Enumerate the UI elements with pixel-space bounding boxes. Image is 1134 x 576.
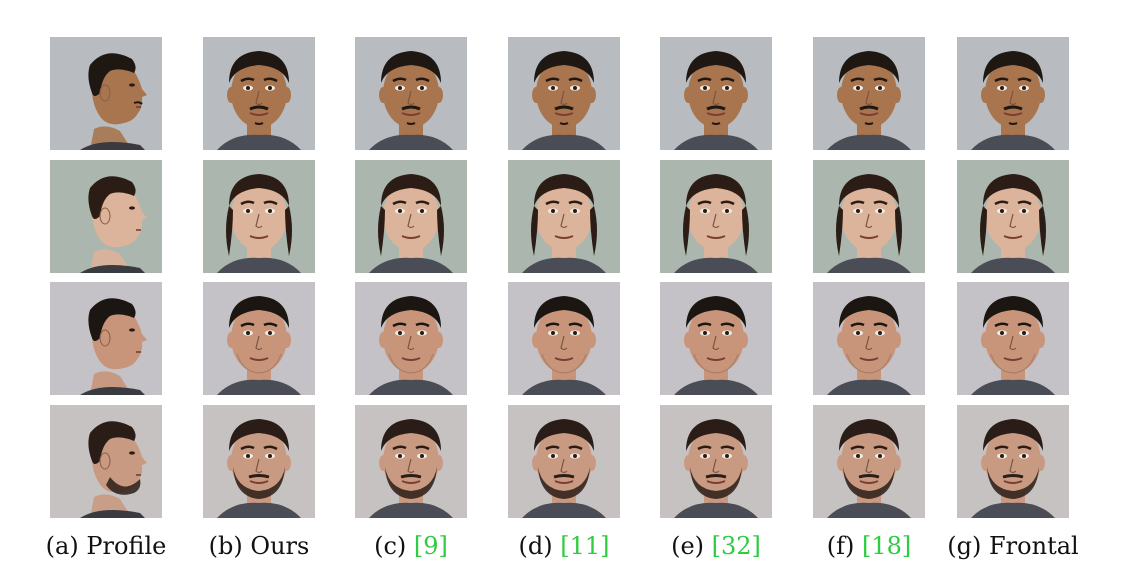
face-image-b-row-1 (203, 37, 315, 150)
face-image-g-row-2 (957, 160, 1069, 273)
face-image-f-row-2 (813, 160, 925, 273)
face-image-a-row-4 (50, 405, 162, 518)
face-image-f-row-1 (813, 37, 925, 150)
face-image-b-row-2 (203, 160, 315, 273)
caption-c: (c) [9] (374, 528, 448, 564)
caption-letter: (a) (45, 532, 79, 560)
face-image-d-row-2 (508, 160, 620, 273)
caption-e: (e) [32] (671, 528, 761, 564)
caption-f: (f) [18] (827, 528, 912, 564)
face-image-e-row-2 (660, 160, 772, 273)
face-image-g-row-4 (957, 405, 1069, 518)
face-image-f-row-3 (813, 282, 925, 395)
face-image-f-row-4 (813, 405, 925, 518)
face-image-d-row-3 (508, 282, 620, 395)
caption-letter: (f) (826, 532, 855, 560)
caption-b: (b) Ours (209, 528, 310, 564)
caption-letter: (c) (374, 532, 407, 560)
face-image-c-row-4 (355, 405, 467, 518)
caption-method-name: Ours (250, 532, 310, 560)
caption-a: (a) Profile (46, 528, 167, 564)
face-image-a-row-1 (50, 37, 162, 150)
caption-letter: (b) (208, 532, 243, 560)
caption-letter: (d) (518, 532, 553, 560)
face-image-g-row-1 (957, 37, 1069, 150)
citation-link[interactable]: [9] (413, 532, 448, 560)
face-image-c-row-3 (355, 282, 467, 395)
caption-g: (g) Frontal (947, 528, 1078, 564)
caption-d: (d) [11] (519, 528, 610, 564)
face-image-a-row-2 (50, 160, 162, 273)
caption-method-name: Profile (86, 532, 167, 560)
caption-method-name: Frontal (989, 532, 1079, 560)
face-image-e-row-1 (660, 37, 772, 150)
face-image-b-row-3 (203, 282, 315, 395)
caption-letter: (e) (671, 532, 705, 560)
face-image-d-row-1 (508, 37, 620, 150)
face-image-c-row-1 (355, 37, 467, 150)
face-image-e-row-3 (660, 282, 772, 395)
face-image-g-row-3 (957, 282, 1069, 395)
face-image-b-row-4 (203, 405, 315, 518)
citation-link[interactable]: [11] (560, 532, 610, 560)
face-image-e-row-4 (660, 405, 772, 518)
citation-link[interactable]: [18] (861, 532, 912, 560)
face-image-d-row-4 (508, 405, 620, 518)
face-image-c-row-2 (355, 160, 467, 273)
caption-letter: (g) (947, 532, 982, 560)
citation-link[interactable]: [32] (711, 532, 761, 560)
face-image-a-row-3 (50, 282, 162, 395)
